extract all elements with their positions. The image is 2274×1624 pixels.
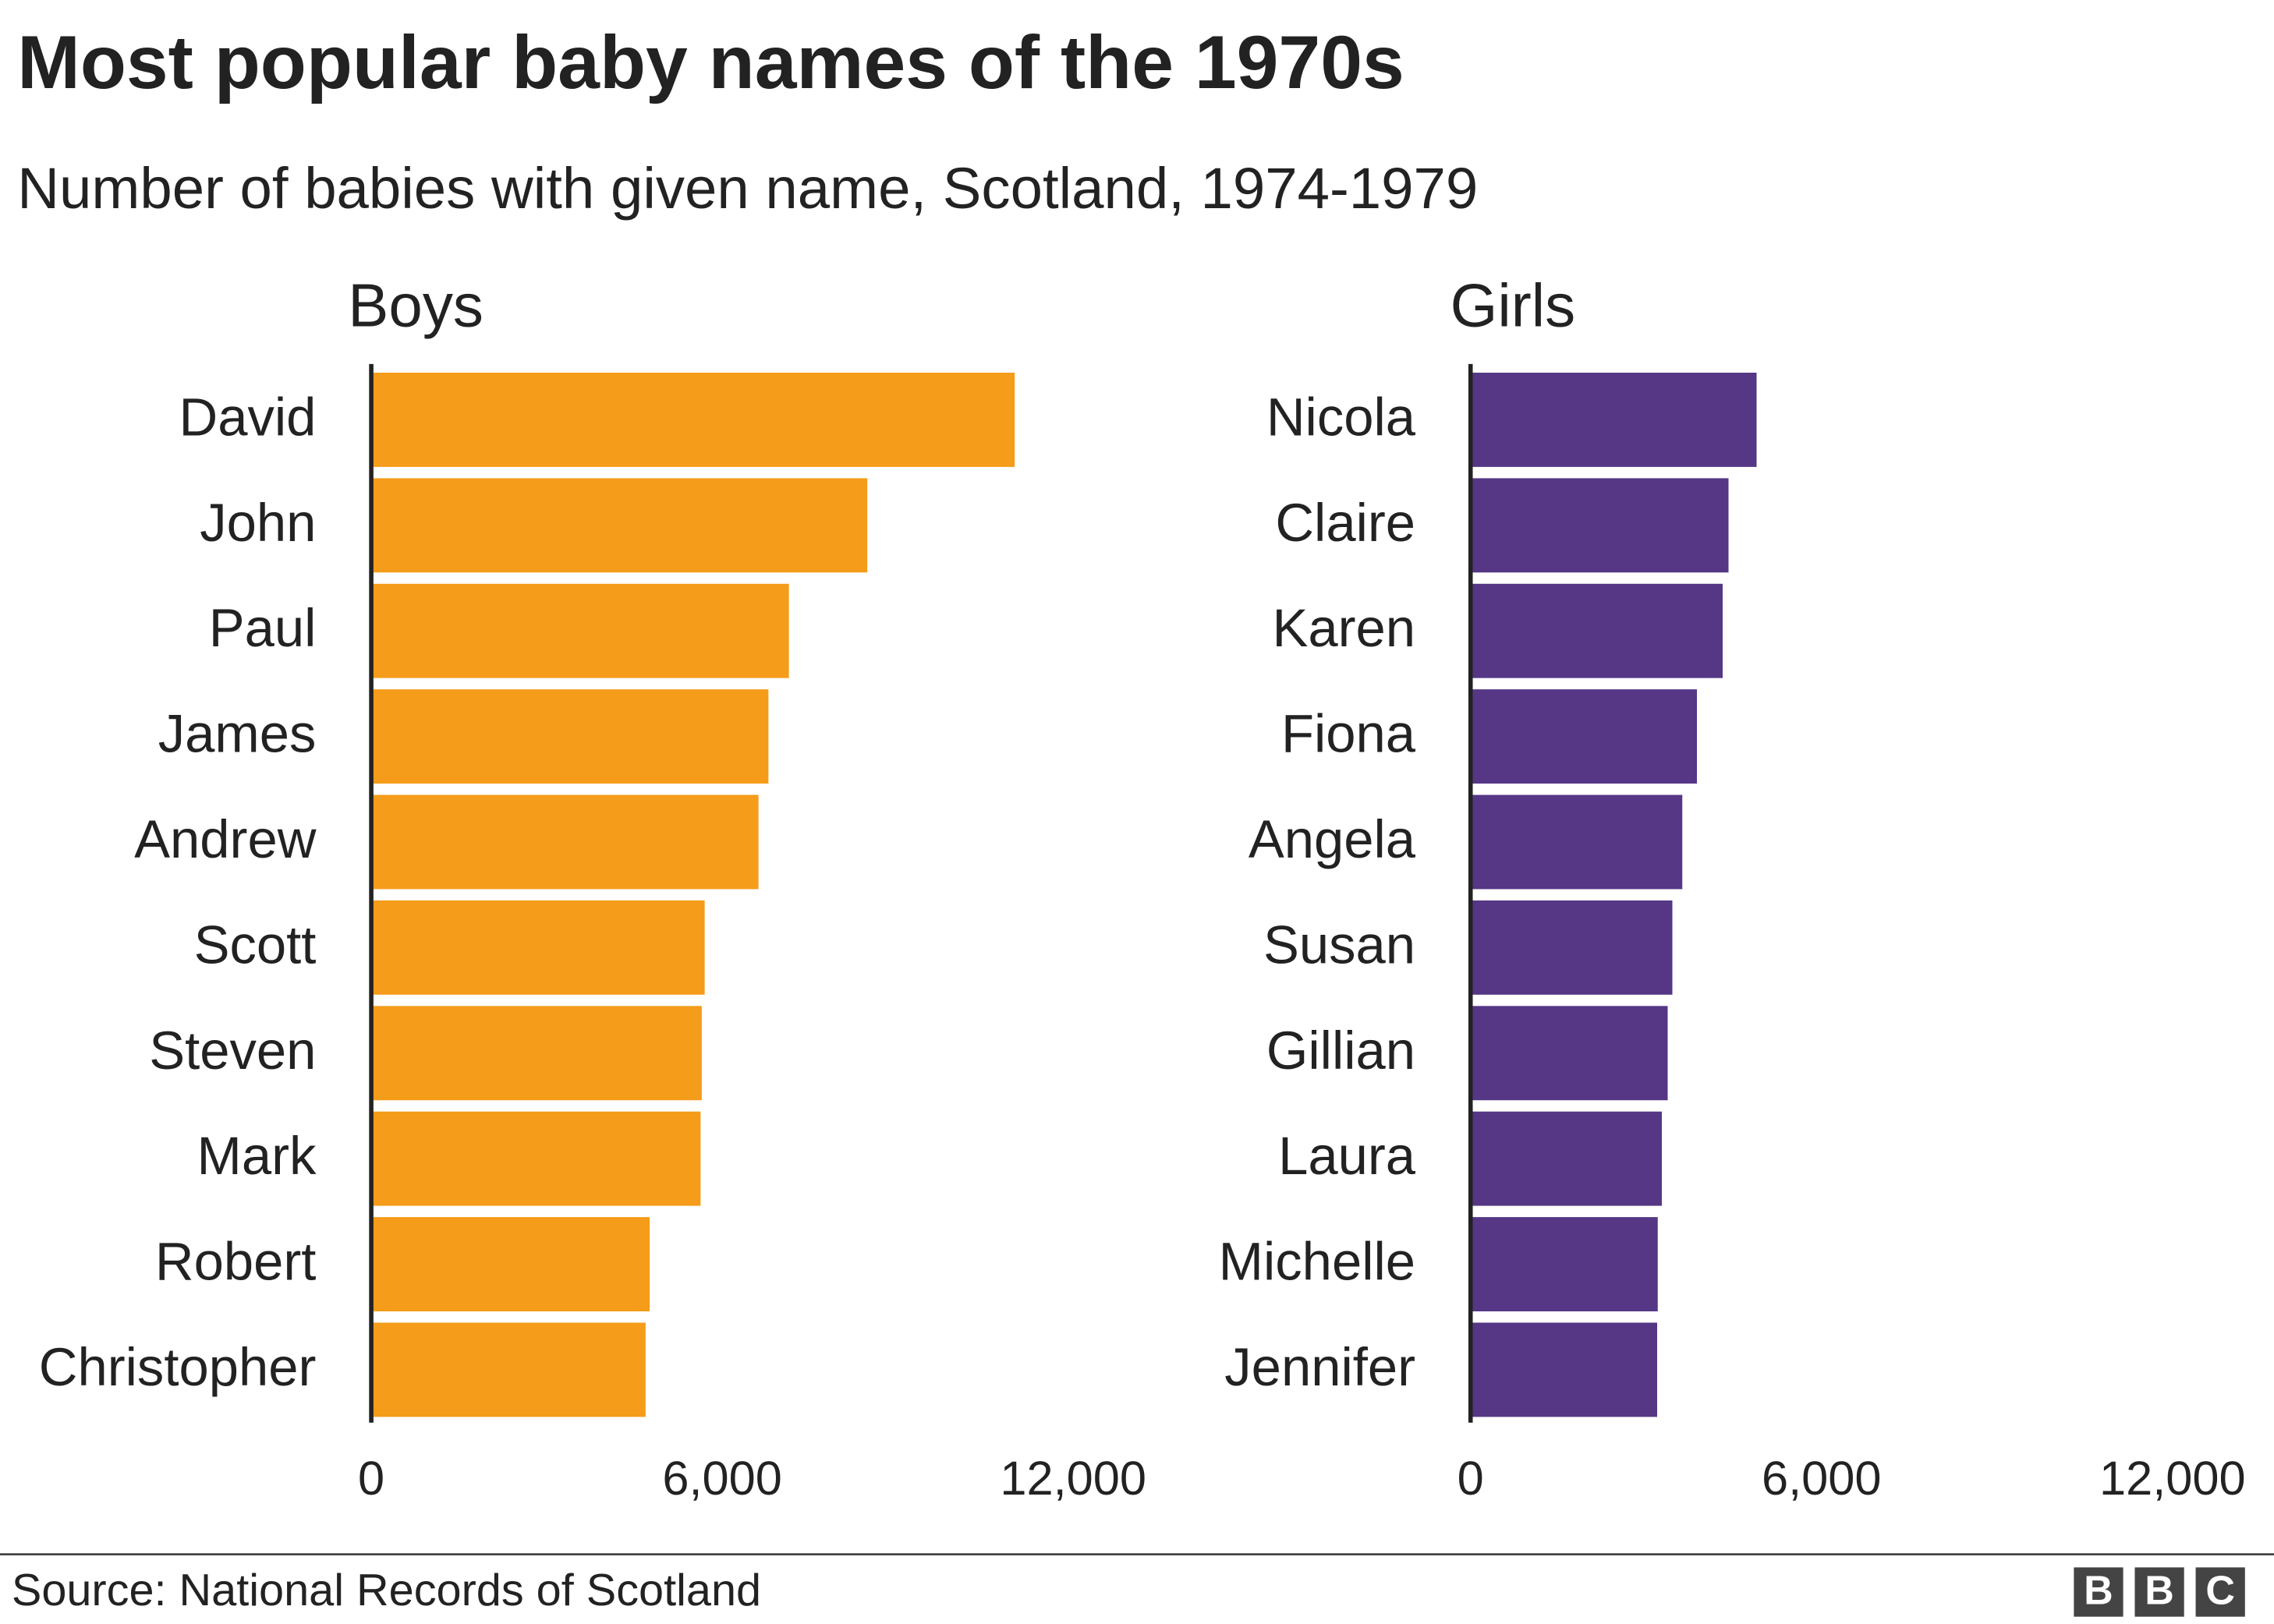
y-tick-label: Steven bbox=[149, 1021, 316, 1081]
bar bbox=[371, 900, 705, 995]
y-tick-label: Andrew bbox=[134, 809, 317, 869]
logo-letter: C bbox=[2205, 1569, 2235, 1614]
y-tick-label: James bbox=[158, 704, 317, 764]
bar bbox=[371, 478, 868, 573]
bar bbox=[371, 689, 769, 784]
x-tick-label: 0 bbox=[358, 1452, 384, 1505]
y-tick-label: Robert bbox=[155, 1232, 317, 1292]
y-tick-label: Susan bbox=[1263, 915, 1415, 975]
bar bbox=[1470, 1111, 1663, 1206]
y-tick-label: John bbox=[200, 493, 316, 553]
x-tick-label: 0 bbox=[1458, 1452, 1484, 1505]
logo-block bbox=[2195, 1567, 2245, 1617]
y-tick-label: Scott bbox=[194, 915, 317, 975]
logo bbox=[2074, 1567, 2245, 1617]
logo-block bbox=[2134, 1567, 2184, 1617]
y-tick-label: Angela bbox=[1249, 809, 1416, 869]
panel-title: Boys bbox=[348, 271, 483, 340]
chart-subtitle: Number of babies with given name, Scotla… bbox=[17, 156, 1478, 221]
bar bbox=[1470, 583, 1723, 678]
bar bbox=[1470, 794, 1683, 890]
logo-letter: B bbox=[2084, 1569, 2113, 1614]
bar bbox=[371, 583, 789, 678]
y-tick-label: Jennifer bbox=[1224, 1337, 1415, 1397]
y-tick-label: Mark bbox=[197, 1126, 317, 1186]
x-tick-label: 6,000 bbox=[662, 1452, 782, 1505]
bar bbox=[1470, 1006, 1668, 1101]
bar bbox=[1470, 1217, 1658, 1311]
chart-title: Most popular baby names of the 1970s bbox=[17, 20, 1404, 104]
x-tick-label: 12,000 bbox=[1000, 1452, 1146, 1505]
logo-letter: B bbox=[2145, 1569, 2174, 1614]
bar bbox=[371, 373, 1015, 467]
bar bbox=[371, 794, 759, 890]
bar bbox=[1470, 900, 1673, 995]
bar bbox=[371, 1111, 701, 1206]
bar bbox=[1470, 689, 1698, 784]
bar bbox=[1470, 1322, 1658, 1417]
bar bbox=[1470, 478, 1729, 573]
source: Source: National Records of Scotland bbox=[12, 1566, 761, 1615]
y-tick-label: Christopher bbox=[39, 1337, 317, 1397]
x-tick-label: 6,000 bbox=[1762, 1452, 1882, 1505]
bar bbox=[371, 1006, 702, 1101]
y-tick-label: Karen bbox=[1272, 598, 1415, 658]
y-tick-label: David bbox=[179, 387, 317, 447]
y-tick-label: Paul bbox=[209, 598, 317, 658]
y-tick-label: Fiona bbox=[1281, 704, 1416, 764]
logo-block bbox=[2074, 1567, 2123, 1617]
x-tick-label: 12,000 bbox=[2099, 1452, 2246, 1505]
y-tick-label: Michelle bbox=[1219, 1232, 1415, 1292]
y-tick-label: Gillian bbox=[1266, 1021, 1415, 1081]
y-tick-label: Claire bbox=[1275, 493, 1415, 553]
bar bbox=[1470, 373, 1757, 467]
y-tick-label: Nicola bbox=[1266, 387, 1416, 447]
y-tick-label: Laura bbox=[1278, 1126, 1416, 1186]
bar bbox=[371, 1322, 646, 1417]
panel-title: Girls bbox=[1450, 271, 1576, 340]
bar bbox=[371, 1217, 650, 1311]
